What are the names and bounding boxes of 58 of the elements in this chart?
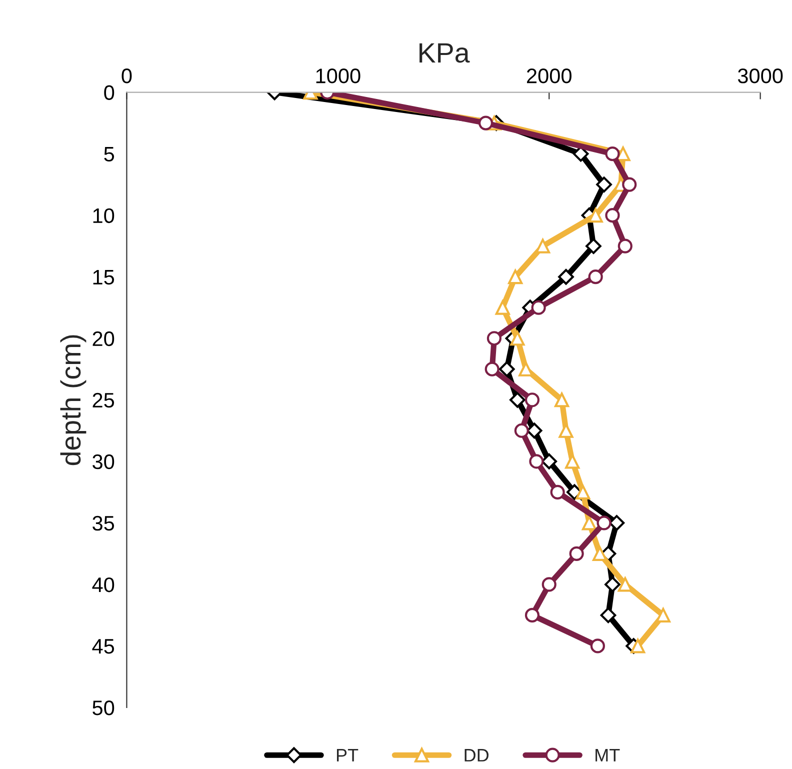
- y-tick-label: 45: [92, 639, 114, 654]
- point: [588, 270, 603, 284]
- point: [542, 577, 556, 592]
- point: [554, 392, 570, 408]
- point: [608, 515, 625, 531]
- point: [586, 238, 602, 254]
- point: [565, 454, 580, 469]
- x-axis-title: KPa: [420, 43, 470, 63]
- y-tick-label: 35: [92, 516, 114, 531]
- point: [605, 208, 620, 223]
- point: [510, 392, 526, 408]
- y-tick-label: 40: [92, 577, 114, 592]
- point: [592, 546, 608, 561]
- legend-label: MT: [596, 749, 620, 762]
- point: [486, 331, 502, 346]
- point: [622, 177, 637, 192]
- point: [524, 608, 540, 622]
- point: [531, 300, 546, 315]
- point: [558, 268, 574, 285]
- point: [535, 238, 550, 254]
- legend-label: DD: [464, 749, 489, 762]
- y-tick-label: 15: [93, 270, 114, 285]
- point: [498, 361, 515, 378]
- y-tick-label: 50: [92, 700, 114, 716]
- x-tick-label: 1000: [316, 68, 360, 84]
- y-tick-label: 20: [92, 331, 114, 346]
- legend-label: PT: [336, 749, 358, 762]
- point: [478, 116, 494, 130]
- y-axis-title: depth (cm): [60, 335, 86, 466]
- y-tick-label: 30: [92, 454, 114, 470]
- point: [508, 270, 523, 284]
- point: [590, 638, 605, 654]
- point: [510, 331, 525, 346]
- x-tick-label: 3000: [738, 68, 783, 84]
- point: [524, 392, 540, 408]
- point: [576, 484, 590, 500]
- x-tick-label: 0: [122, 68, 132, 84]
- point: [514, 423, 529, 438]
- y-tick-label: 0: [104, 85, 114, 100]
- y-tick-label: 5: [104, 147, 114, 162]
- point: [541, 453, 558, 470]
- point: [605, 146, 620, 162]
- point: [656, 608, 670, 622]
- point: [495, 300, 510, 315]
- point: [529, 454, 544, 469]
- x-tick-label: 2000: [527, 68, 572, 84]
- point: [596, 176, 612, 192]
- point: [588, 208, 603, 223]
- point: [618, 238, 632, 254]
- y-tick-label: 25: [92, 392, 114, 408]
- point: [550, 484, 565, 500]
- point: [630, 638, 646, 654]
- point: [569, 546, 584, 561]
- point: [596, 516, 612, 530]
- point: [484, 362, 500, 376]
- point: [604, 576, 620, 592]
- y-tick-label: 10: [93, 208, 114, 224]
- point: [600, 607, 616, 624]
